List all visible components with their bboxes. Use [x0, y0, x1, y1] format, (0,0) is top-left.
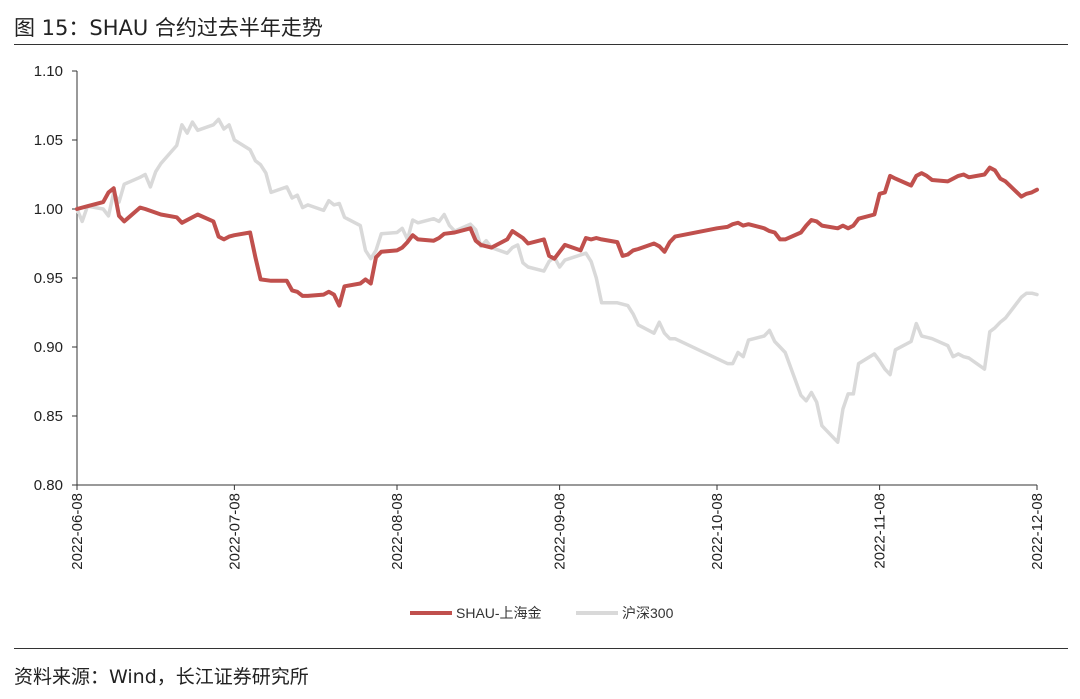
legend-label: 沪深300 [622, 605, 674, 621]
series-line-shau [75, 165, 1039, 308]
chart-figure-title: 图 15：SHAU 合约过去半年走势 [14, 16, 323, 40]
y-axis: 1.10 1.05 1.00 0.95 0.90 0.85 0.80 [34, 63, 78, 494]
legend-label: SHAU-上海金 [456, 605, 542, 621]
source-note: 资料来源：Wind，长江证券研究所 [14, 666, 309, 688]
y-tick-label: 0.80 [34, 477, 63, 494]
y-tick-label: 1.00 [34, 201, 63, 218]
x-axis: 2022-06-08 2022-07-08 2022-08-08 2022-09-08… [69, 484, 1046, 570]
y-tick-label: 0.90 [34, 339, 63, 356]
legend: SHAU-上海金 沪深300 [410, 605, 674, 621]
source-divider [14, 648, 1068, 649]
x-tick-label: 2022-08-08 [389, 493, 406, 570]
x-tick-label: 2022-12-08 [1029, 493, 1046, 570]
series-line-csi300 [75, 117, 1039, 444]
y-tick-label: 0.85 [34, 408, 63, 425]
title-divider [14, 44, 1068, 45]
y-tick-label: 1.10 [34, 63, 63, 80]
x-tick-label: 2022-11-08 [872, 493, 889, 569]
x-tick-label: 2022-06-08 [69, 493, 86, 570]
x-tick-label: 2022-10-08 [709, 493, 726, 570]
x-tick-label: 2022-09-08 [552, 493, 569, 570]
y-tick-label: 0.95 [34, 270, 63, 287]
series-lines [75, 117, 1039, 444]
y-tick-label: 1.05 [34, 132, 63, 149]
x-tick-label: 2022-07-08 [226, 493, 243, 570]
